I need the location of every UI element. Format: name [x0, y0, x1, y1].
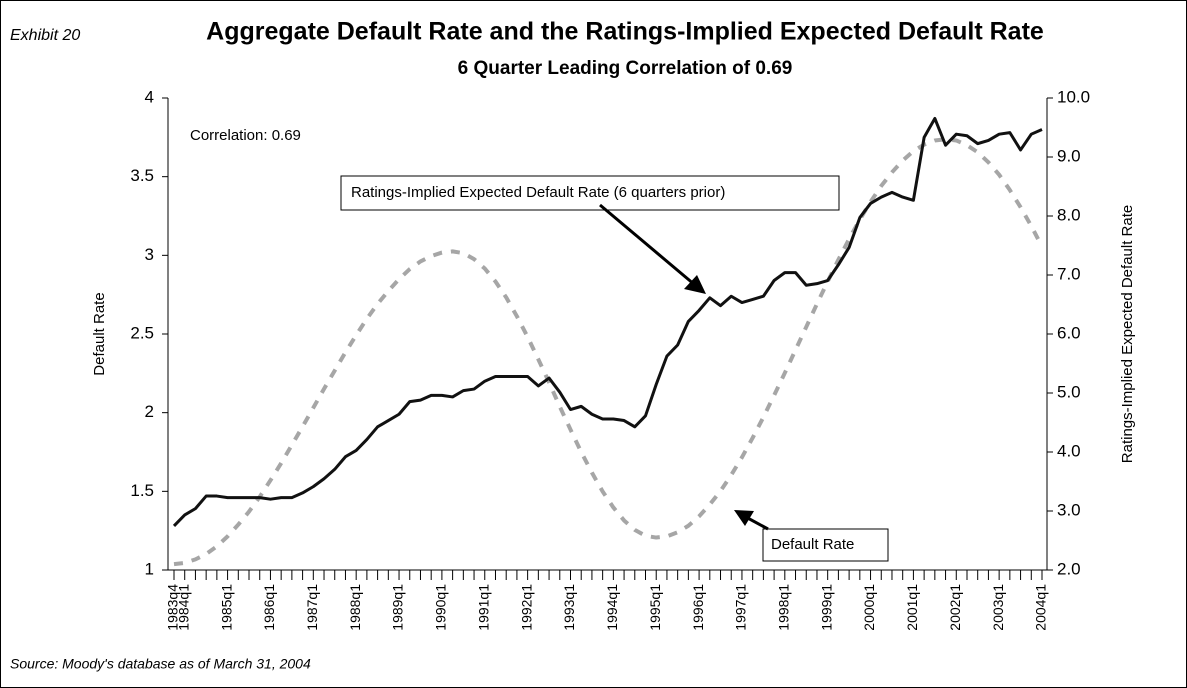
x-tick-label: 1998q1 — [776, 584, 792, 631]
x-tick-label: 1987q1 — [304, 584, 320, 631]
y2-tick-label: 2.0 — [1057, 559, 1081, 578]
y-tick-label: 1 — [145, 559, 154, 578]
x-tick-label: 2003q1 — [990, 584, 1006, 631]
arrow — [599, 203, 696, 287]
x-tick-label: 1995q1 — [647, 584, 663, 631]
x-tick-label: 2002q1 — [947, 584, 963, 631]
y2-tick-label: 9.0 — [1057, 146, 1081, 165]
x-tick-label: 1983q4 — [165, 584, 181, 631]
annotation-box — [762, 528, 889, 562]
y-tick-label: 4 — [145, 87, 154, 106]
y-tick-label: 1.5 — [130, 481, 154, 500]
chart-title: Aggregate Default Rate and the Ratings-I… — [206, 18, 1044, 46]
chart-subtitle: 6 Quarter Leading Correlation of 0.69 — [458, 58, 793, 79]
x-tick-label: 1990q1 — [433, 584, 449, 631]
x-tick-label: 1996q1 — [690, 584, 706, 631]
x-tick-label: 1984q1 — [175, 584, 191, 631]
series-label: Ratings-Implied Expected Default Rate (6… — [351, 184, 725, 201]
source-note: Source: Moody's database as of March 31,… — [10, 656, 311, 672]
arrow-head — [734, 510, 754, 526]
x-tick-label: 2004q1 — [1033, 584, 1049, 631]
y2-tick-label: 8.0 — [1057, 205, 1081, 224]
y2-tick-label: 4.0 — [1057, 441, 1081, 460]
exhibit-label: Exhibit 20 — [10, 27, 80, 44]
y-tick-label: 3.5 — [130, 166, 154, 185]
y-axis-label: Default Rate — [91, 292, 108, 375]
y2-tick-label: 6.0 — [1057, 323, 1081, 342]
series-line — [173, 137, 1044, 567]
x-tick-label: 1989q1 — [390, 584, 406, 631]
y2-tick-label: 5.0 — [1057, 382, 1081, 401]
x-tick-label: 1991q1 — [475, 584, 491, 631]
x-tick-label: 1992q1 — [518, 584, 534, 631]
x-tick-label: 1999q1 — [818, 584, 834, 631]
x-tick-label: 1997q1 — [733, 584, 749, 631]
y-tick-label: 2 — [145, 402, 154, 421]
series-label: Default Rate — [771, 536, 854, 553]
x-tick-label: 1988q1 — [347, 584, 363, 631]
x-tick-label: 1986q1 — [261, 584, 277, 631]
y2-axis-label: Ratings-Implied Expected Default Rate — [1119, 205, 1136, 463]
y-tick-label: 3 — [145, 245, 154, 264]
correlation-note: Correlation: 0.69 — [190, 127, 301, 144]
annotation-box — [340, 175, 840, 211]
y-tick-label: 2.5 — [130, 323, 154, 342]
x-tick-label: 1994q1 — [604, 584, 620, 631]
y2-tick-label: 7.0 — [1057, 264, 1081, 283]
y2-tick-label: 3.0 — [1057, 500, 1081, 519]
x-tick-label: 1985q1 — [218, 584, 234, 631]
y2-tick-label: 10.0 — [1057, 87, 1090, 106]
series-line — [172, 116, 1043, 527]
x-tick-label: 2001q1 — [904, 584, 920, 631]
x-tick-label: 1993q1 — [561, 584, 577, 631]
x-tick-label: 2000q1 — [861, 584, 877, 631]
arrow-head — [684, 275, 706, 294]
